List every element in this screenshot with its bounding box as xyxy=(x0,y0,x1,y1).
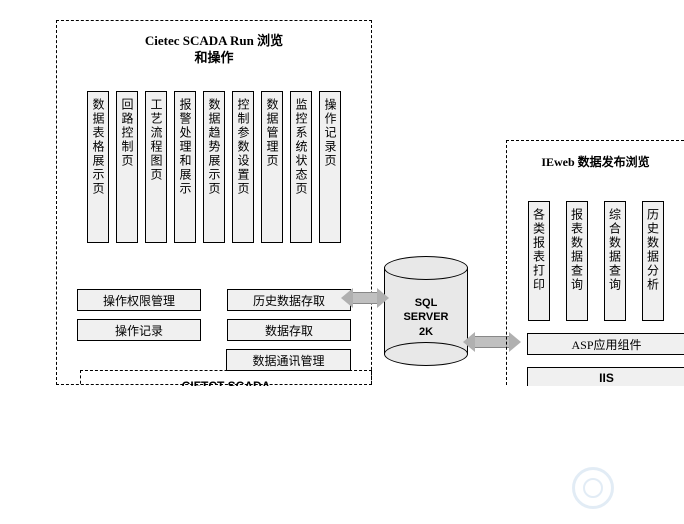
col-item: 综合数据查询 xyxy=(604,201,626,321)
left-panel: Cietec SCADA Run 浏览 和操作 数据表格展示页 回路控制页 工艺… xyxy=(56,20,372,385)
arrow-left-db xyxy=(352,292,378,304)
box-item: 数据存取 xyxy=(227,319,351,341)
box-item: 操作权限管理 xyxy=(77,289,201,311)
db-label: SQL SERVER 2K xyxy=(384,296,468,339)
left-box-grid: 操作权限管理 历史数据存取 操作记录 数据存取 数据通讯管理 xyxy=(77,289,351,371)
col-item: 控制参数设置页 xyxy=(232,91,254,243)
col-item: 报表数据查询 xyxy=(566,201,588,321)
col-item: 数据表格展示页 xyxy=(87,91,109,243)
watermark-icon xyxy=(572,467,614,509)
asp-box: ASP应用组件 xyxy=(527,333,684,355)
right-panel: IEweb 数据发布浏览 各类报表打印 报表数据查询 综合数据查询 历史数据分析… xyxy=(506,140,684,385)
col-item: 操作记录页 xyxy=(319,91,341,243)
col-item: 数据管理页 xyxy=(261,91,283,243)
col-item: 监控系统状态页 xyxy=(290,91,312,243)
left-title-line1: Cietec SCADA Run 浏览 xyxy=(57,33,371,50)
left-title: Cietec SCADA Run 浏览 和操作 xyxy=(57,33,371,67)
db-cylinder: SQL SERVER 2K xyxy=(384,256,468,366)
col-item: 各类报表打印 xyxy=(528,201,550,321)
right-columns-row: 各类报表打印 报表数据查询 综合数据查询 历史数据分析 xyxy=(507,201,684,321)
col-item: 历史数据分析 xyxy=(642,201,664,321)
right-title: IEweb 数据发布浏览 xyxy=(507,155,684,171)
col-item: 工艺流程图页 xyxy=(145,91,167,243)
arrow-db-right xyxy=(474,336,510,348)
col-item: 数据趋势展示页 xyxy=(203,91,225,243)
box-item: 历史数据存取 xyxy=(227,289,351,311)
box-item: 数据通讯管理 xyxy=(226,349,351,371)
left-title-line2: 和操作 xyxy=(57,50,371,67)
box-item: 操作记录 xyxy=(77,319,201,341)
col-item: 回路控制页 xyxy=(116,91,138,243)
col-item: 报警处理和展示 xyxy=(174,91,196,243)
left-columns-row: 数据表格展示页 回路控制页 工艺流程图页 报警处理和展示 数据趋势展示页 控制参… xyxy=(57,91,371,243)
